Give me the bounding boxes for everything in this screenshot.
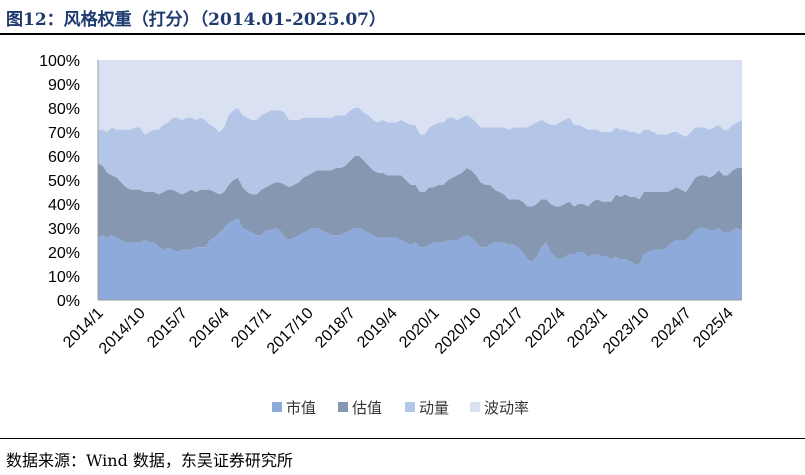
x-tick-label: 2024/7	[648, 305, 695, 352]
stacked-area-chart: 0% 10% 20% 30% 40% 50% 60% 70% 80% 90% 100% 2014/1…	[39, 53, 742, 417]
y-tick-label: 40%	[48, 197, 80, 214]
y-tick-label: 20%	[48, 245, 80, 262]
x-tick-label: 2020/10	[432, 305, 485, 358]
legend-label: 波动率	[484, 399, 529, 417]
x-tick-label: 2025/4	[690, 305, 737, 352]
legend-swatch	[470, 402, 480, 412]
area-series-group	[98, 60, 742, 300]
title-rule	[0, 33, 805, 35]
area-series-1	[98, 156, 742, 264]
y-tick-labels: 0% 10% 20% 30% 40% 50% 60% 70% 80% 90% 100%	[39, 53, 80, 310]
legend-swatch	[272, 402, 282, 412]
legend-swatch	[405, 402, 415, 412]
x-tick-label: 2021/7	[480, 305, 527, 352]
y-tick-label: 30%	[48, 221, 80, 238]
x-tick-label: 2014/10	[96, 305, 149, 358]
y-tick-label: 100%	[39, 53, 80, 70]
x-tick-labels: 2014/12014/102015/72016/42017/12017/1020…	[60, 305, 737, 358]
legend-swatch	[338, 402, 348, 412]
y-tick-label: 0%	[57, 293, 80, 310]
legend: 市值 估值 动量 波动率	[272, 399, 529, 417]
y-tick-label: 10%	[48, 269, 80, 286]
legend-label: 市值	[286, 399, 316, 417]
source-rule	[0, 438, 805, 439]
area-series-3	[98, 60, 742, 137]
x-tick-label: 2015/7	[144, 305, 191, 352]
x-tick-label: 2019/4	[354, 305, 401, 352]
y-tick-label: 90%	[48, 77, 80, 94]
x-tick-label: 2016/4	[186, 305, 233, 352]
x-tick-label: 2022/4	[522, 305, 569, 352]
y-tick-label: 80%	[48, 101, 80, 118]
y-tick-label: 50%	[48, 173, 80, 190]
area-series-2	[98, 108, 742, 207]
x-tick-label: 2018/7	[312, 305, 359, 352]
y-tick-label: 70%	[48, 125, 80, 142]
x-tick-label: 2023/10	[600, 305, 653, 358]
legend-label: 估值	[352, 399, 382, 417]
y-tick-label: 60%	[48, 149, 80, 166]
x-tick-label: 2017/10	[264, 305, 317, 358]
source-note: 数据来源：Wind 数据，东吴证券研究所	[6, 451, 293, 470]
area-series-0	[98, 218, 742, 300]
chart-title: 图12：风格权重（打分）（2014.01-2025.07）	[6, 10, 386, 30]
legend-label: 动量	[419, 399, 449, 417]
